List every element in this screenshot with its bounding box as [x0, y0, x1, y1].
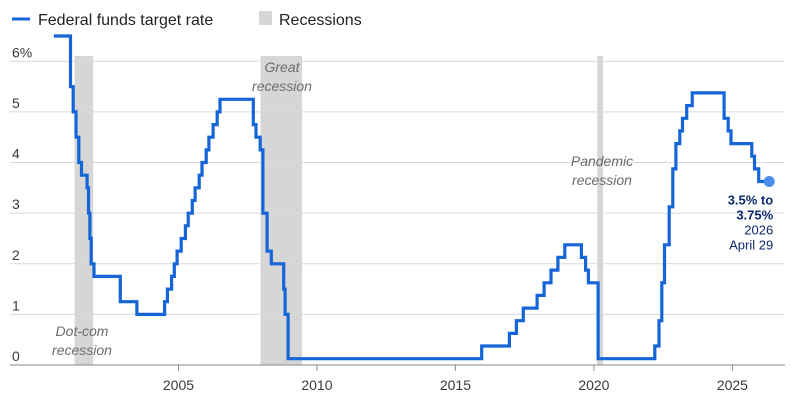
annotation-rate-text: 3.5% to	[728, 193, 774, 208]
y-tick-label: 4	[12, 146, 20, 162]
annotation-date-text: 2026	[744, 223, 773, 238]
recession-bands	[74, 56, 604, 365]
legend-label-fed-rate: Federal funds target rate	[38, 12, 213, 29]
legend-recession-swatch	[259, 11, 272, 25]
recession-band-2	[597, 56, 604, 365]
x-tick-label: 2025	[717, 377, 748, 393]
recession-band-1	[260, 56, 302, 365]
y-axis-ticks: 0 1 2 3 4 5 6%	[12, 44, 32, 364]
recession-label: Dot-com	[56, 323, 109, 339]
recession-band-0	[74, 56, 94, 365]
y-tick-label: 0	[12, 348, 20, 364]
recession-label: recession	[52, 342, 112, 358]
y-tick-label: 3	[12, 196, 20, 212]
x-tick-label: 2010	[301, 377, 332, 393]
series-line-fed-rate	[53, 34, 770, 361]
chart-legend: Federal funds target rate Recessions	[12, 11, 362, 29]
y-tick-label: 6%	[12, 44, 32, 60]
annotation-date-text: April 29	[729, 238, 773, 253]
legend-label-recessions: Recessions	[279, 12, 362, 29]
x-tick-label: 2020	[578, 377, 609, 393]
annotation-rate-text: 3.75%	[736, 208, 773, 223]
y-tick-label: 5	[12, 95, 20, 111]
x-tick-label: 2005	[163, 377, 194, 393]
recession-label: Pandemic	[571, 153, 633, 169]
horizontal-gridlines	[10, 60, 785, 315]
x-axis-ticks: 2005 2010 2015 2020 2025	[163, 365, 748, 393]
recession-label: recession	[572, 172, 632, 188]
series-lines	[53, 34, 770, 361]
x-tick-label: 2015	[440, 377, 471, 393]
y-tick-label: 1	[12, 297, 20, 313]
recession-label: recession	[252, 78, 312, 94]
latest-rate-marker	[763, 176, 775, 188]
recession-label: Great	[264, 59, 300, 75]
recession-labels: Dot-com recession Great recession Pandemic re…	[52, 59, 633, 358]
y-tick-label: 2	[12, 247, 20, 263]
